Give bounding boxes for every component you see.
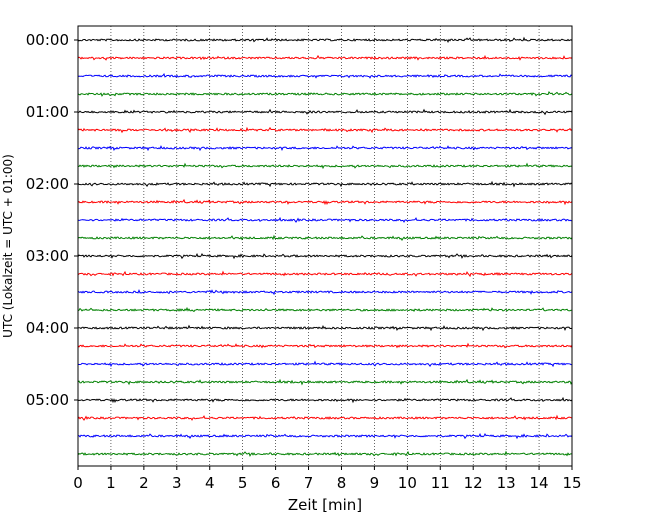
x-tick-label: 13 (497, 474, 516, 492)
x-tick-label: 14 (530, 474, 549, 492)
y-axis-label: UTC (Lokalzeit = UTC + 01:00) (1, 154, 15, 338)
gridlines (110, 26, 540, 466)
x-tick-label: 12 (464, 474, 483, 492)
x-tick-label: 2 (139, 474, 149, 492)
seismic-trace (77, 450, 573, 457)
x-axis-label: Zeit [min] (288, 496, 362, 514)
x-tick-label: 1 (106, 474, 116, 492)
y-axis-ticks: 00:00 01:00 02:00 03:00 04:00 05:00 (26, 31, 78, 409)
seismic-trace (77, 198, 573, 206)
seismic-trace (77, 289, 573, 296)
seismic-trace (77, 126, 573, 134)
y-tick-label: 05:00 (26, 391, 69, 409)
seismic-trace (77, 252, 573, 260)
x-tick-label: 10 (398, 474, 417, 492)
seismic-trace (77, 36, 573, 43)
x-tick-label: 0 (73, 474, 83, 492)
seismic-trace (77, 108, 573, 116)
seismic-trace (77, 414, 573, 421)
x-tick-label: 8 (337, 474, 347, 492)
x-tick-label: 15 (562, 474, 581, 492)
seismic-trace (77, 234, 573, 242)
seismic-trace (77, 270, 573, 278)
seismic-trace (77, 180, 573, 188)
seismic-trace (77, 306, 573, 313)
seismic-trace (77, 73, 573, 79)
seismic-trace (77, 162, 573, 170)
seismic-trace (77, 324, 573, 332)
x-tick-label: 5 (238, 474, 248, 492)
seismic-trace (77, 378, 573, 386)
y-tick-label: 04:00 (26, 319, 69, 337)
traces (77, 36, 573, 457)
seismic-trace (77, 342, 573, 349)
x-tick-label: 3 (172, 474, 182, 492)
y-tick-label: 00:00 (26, 31, 69, 49)
y-tick-label: 01:00 (26, 103, 69, 121)
y-tick-label: 02:00 (26, 175, 69, 193)
seismic-trace (77, 360, 573, 368)
x-tick-label: 11 (431, 474, 450, 492)
seismic-trace (77, 216, 573, 223)
seismic-trace (77, 145, 573, 152)
plot-area (78, 26, 572, 466)
y-tick-label: 03:00 (26, 247, 69, 265)
x-tick-label: 4 (205, 474, 215, 492)
seismic-trace (77, 54, 573, 61)
seismic-trace (77, 90, 573, 97)
x-tick-label: 6 (271, 474, 281, 492)
seismic-trace (77, 432, 573, 440)
x-tick-label: 9 (370, 474, 380, 492)
x-axis-ticks: 0 1 2 3 4 5 6 7 8 9 10 11 12 13 14 15 (73, 466, 582, 492)
x-tick-label: 7 (304, 474, 314, 492)
seismic-trace (77, 396, 573, 404)
plot-frame (77, 25, 573, 467)
